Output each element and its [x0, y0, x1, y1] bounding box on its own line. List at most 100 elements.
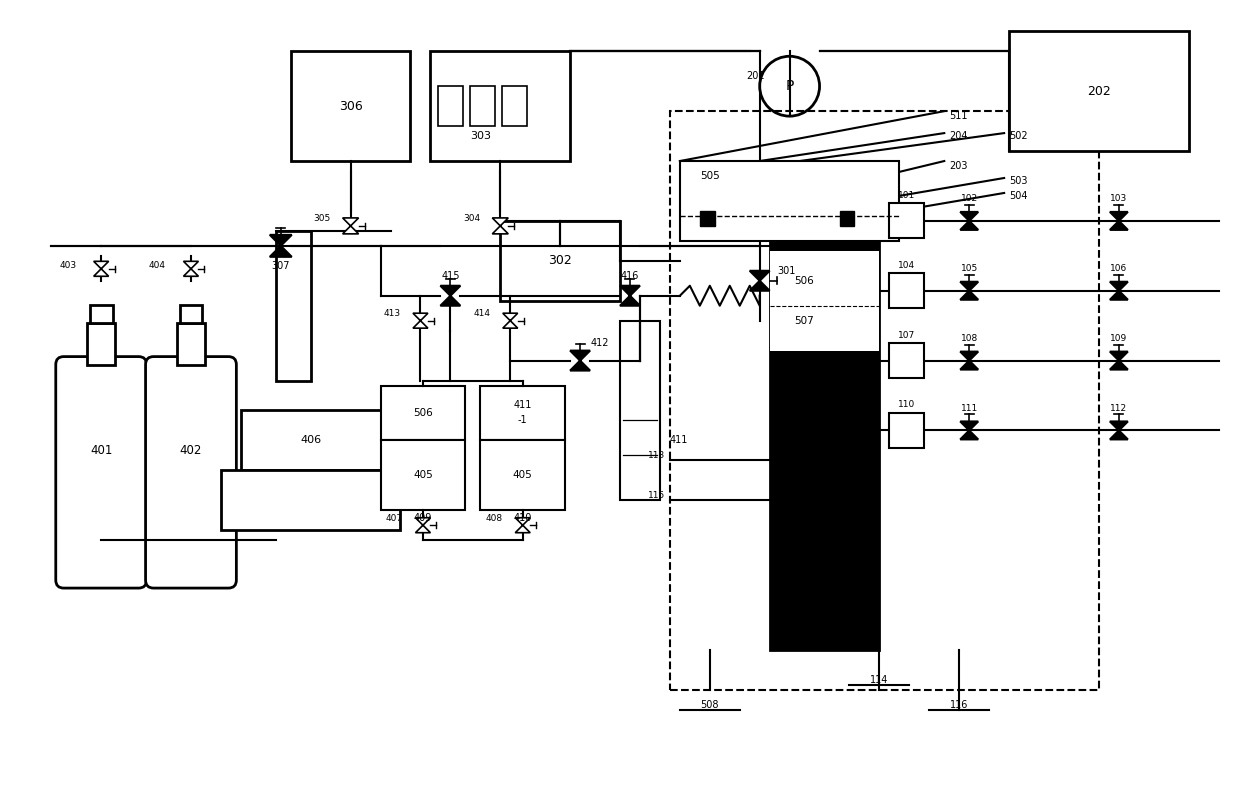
Text: 203: 203 — [950, 161, 967, 171]
Text: 508: 508 — [701, 700, 719, 710]
Bar — [439, 87, 464, 126]
Bar — [839, 211, 854, 226]
Bar — [430, 51, 570, 161]
Bar — [889, 343, 924, 378]
Text: 403: 403 — [60, 261, 76, 270]
Text: 407: 407 — [386, 513, 403, 523]
Bar — [89, 304, 113, 323]
Text: 103: 103 — [1110, 195, 1127, 203]
Text: 111: 111 — [961, 404, 978, 413]
Text: 109: 109 — [1110, 334, 1127, 343]
Text: 113: 113 — [647, 451, 665, 460]
Bar — [500, 221, 620, 300]
Text: 411: 411 — [513, 400, 532, 410]
Text: 104: 104 — [898, 261, 915, 270]
Polygon shape — [570, 351, 590, 371]
Bar — [290, 51, 410, 161]
Polygon shape — [440, 286, 460, 306]
Text: 409: 409 — [414, 513, 432, 523]
Text: 405: 405 — [513, 470, 533, 481]
Text: 302: 302 — [548, 254, 572, 268]
Text: 505: 505 — [699, 171, 719, 181]
Polygon shape — [960, 421, 978, 440]
Bar — [699, 211, 714, 226]
Bar — [381, 441, 465, 510]
Text: 114: 114 — [870, 675, 889, 685]
Text: 202: 202 — [1087, 85, 1111, 98]
Polygon shape — [1110, 352, 1128, 369]
Text: 402: 402 — [180, 444, 202, 457]
Text: 413: 413 — [383, 309, 401, 318]
Text: 504: 504 — [1009, 191, 1028, 201]
Bar — [670, 111, 1099, 690]
Text: 406: 406 — [300, 436, 321, 445]
Polygon shape — [184, 261, 198, 276]
Bar — [177, 323, 205, 364]
Text: 110: 110 — [898, 400, 915, 409]
Text: 415: 415 — [441, 271, 460, 281]
Polygon shape — [492, 218, 508, 234]
Text: 405: 405 — [413, 470, 433, 481]
Text: 116: 116 — [950, 700, 968, 710]
Polygon shape — [620, 286, 640, 306]
Bar — [480, 441, 565, 510]
Polygon shape — [1110, 421, 1128, 440]
Text: 506: 506 — [795, 276, 815, 286]
Text: 106: 106 — [1110, 264, 1127, 273]
Text: 414: 414 — [474, 309, 490, 318]
Polygon shape — [270, 235, 291, 257]
Polygon shape — [750, 271, 770, 291]
Text: 401: 401 — [91, 444, 113, 457]
Text: 416: 416 — [621, 271, 639, 281]
Bar — [480, 385, 565, 441]
Polygon shape — [94, 261, 109, 276]
Bar — [680, 161, 899, 241]
Text: P: P — [785, 79, 794, 93]
Bar — [770, 251, 879, 351]
Bar — [180, 304, 202, 323]
Text: 204: 204 — [950, 131, 967, 141]
FancyBboxPatch shape — [145, 356, 237, 588]
Text: 404: 404 — [149, 261, 166, 270]
Text: 304: 304 — [464, 215, 480, 223]
Bar — [87, 323, 115, 364]
Polygon shape — [502, 313, 518, 328]
Text: 411: 411 — [670, 436, 688, 445]
Text: 408: 408 — [485, 513, 502, 523]
Text: 412: 412 — [590, 338, 609, 348]
FancyBboxPatch shape — [56, 356, 146, 588]
Text: 301: 301 — [777, 266, 796, 276]
Bar — [470, 87, 495, 126]
Text: 307: 307 — [272, 261, 290, 271]
Text: 501: 501 — [815, 635, 835, 645]
Text: 101: 101 — [898, 191, 915, 200]
Polygon shape — [960, 282, 978, 300]
Text: 503: 503 — [1009, 176, 1028, 186]
Bar — [889, 413, 924, 448]
Text: 511: 511 — [950, 111, 967, 121]
Text: 105: 105 — [961, 264, 978, 273]
Text: 306: 306 — [339, 99, 362, 113]
Text: 112: 112 — [1110, 404, 1127, 413]
Text: 108: 108 — [961, 334, 978, 343]
Text: 107: 107 — [898, 331, 915, 340]
Bar — [889, 273, 924, 308]
Polygon shape — [1110, 282, 1128, 300]
Bar — [620, 320, 660, 501]
Bar — [502, 87, 527, 126]
Bar — [1009, 31, 1189, 151]
Text: 115: 115 — [647, 491, 665, 500]
Bar — [889, 203, 924, 239]
Text: 303: 303 — [470, 131, 491, 141]
Text: 507: 507 — [795, 316, 815, 326]
Text: 506: 506 — [413, 408, 433, 418]
Text: 305: 305 — [314, 215, 331, 223]
Bar — [241, 410, 381, 470]
Polygon shape — [415, 517, 430, 533]
Text: 410: 410 — [513, 513, 532, 523]
Polygon shape — [342, 218, 358, 234]
Bar — [221, 470, 401, 530]
Polygon shape — [960, 352, 978, 369]
Text: 201: 201 — [746, 71, 765, 81]
Polygon shape — [960, 212, 978, 230]
